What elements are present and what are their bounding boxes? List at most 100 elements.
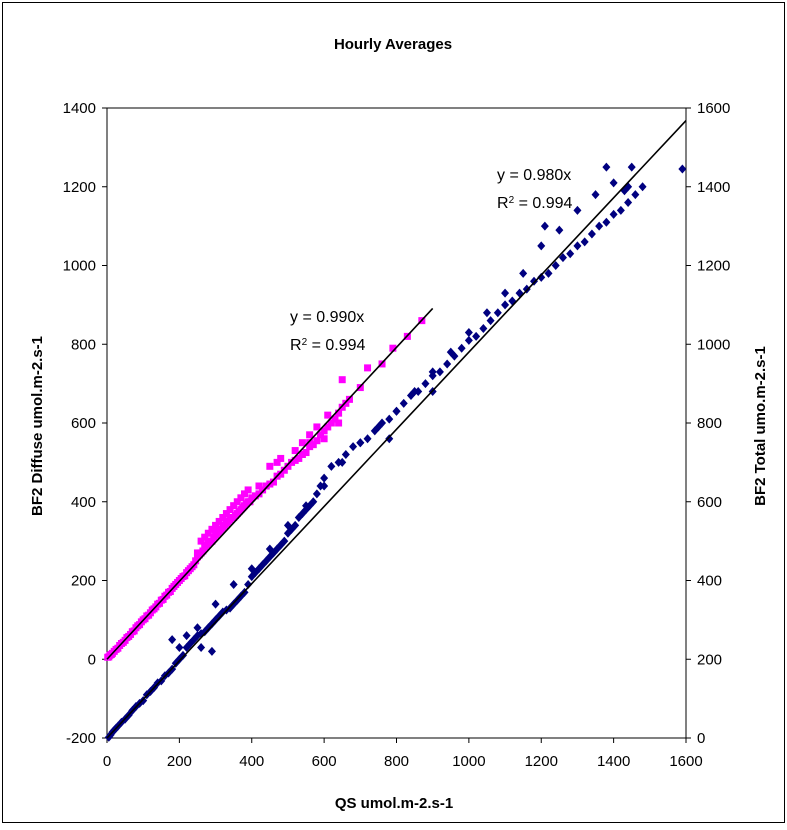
diffuse-data-point — [280, 466, 288, 474]
diffuse-data-point — [335, 419, 343, 427]
x-tick-label: 200 — [167, 753, 192, 770]
y-left-tick-label: 800 — [71, 336, 96, 353]
y-left-tick-label: 400 — [71, 494, 96, 511]
diffuse-data-point — [320, 435, 328, 443]
diffuse-data-point — [338, 376, 346, 384]
total-data-point — [280, 536, 289, 546]
total-data-point — [175, 642, 184, 652]
diffuse-data-point — [342, 399, 350, 407]
x-tick-label: 1600 — [669, 753, 702, 770]
total-data-point — [566, 249, 575, 259]
diffuse-data-point — [262, 482, 270, 490]
total-data-point — [341, 450, 350, 459]
diffuse-data-point — [246, 498, 254, 506]
total-data-point — [302, 501, 311, 511]
diffuse-data-point — [317, 431, 325, 439]
diffuse-data-point — [327, 419, 335, 427]
total-trendline — [106, 120, 687, 739]
x-tick-label: 1000 — [452, 753, 485, 770]
diffuse-data-point — [288, 458, 296, 466]
total-data-point — [435, 367, 444, 377]
diffuse-data-point — [273, 458, 281, 466]
y-right-tick-label: 200 — [697, 651, 722, 668]
total-data-point — [551, 261, 560, 270]
plot-layer: 0 200 400 600 800 1000 1200 1400 1600 -200 0 200 400… — [63, 100, 731, 770]
total-data-point — [616, 205, 625, 215]
total-data-point — [178, 650, 187, 660]
total-equation-label: y = 0.980x — [497, 167, 571, 184]
diffuse-data-point — [324, 411, 332, 419]
diffuse-data-point — [233, 498, 241, 506]
diffuse-data-point — [309, 441, 317, 449]
total-data-point — [320, 481, 329, 491]
y-axis-left-title: BF2 Diffuse umol.m-2.s-1 — [29, 336, 46, 516]
total-data-point — [678, 164, 687, 174]
diffuse-r2-label: R2 = 0.994 — [290, 337, 366, 355]
total-data-point — [283, 520, 292, 530]
y-left-tick-label: -200 — [66, 730, 96, 747]
total-data-point — [211, 599, 220, 609]
total-data-point — [482, 308, 491, 318]
total-data-point — [609, 209, 618, 219]
y-right-tick-label: 400 — [697, 573, 722, 590]
total-data-point — [638, 182, 647, 192]
diffuse-data-point — [248, 494, 256, 502]
y-right-tick-label: 1200 — [697, 258, 730, 275]
total-data-point — [472, 331, 481, 341]
total-data-point — [392, 406, 401, 416]
total-data-point — [544, 268, 553, 278]
diffuse-data-point — [291, 447, 299, 455]
y-left-tick-label: 1000 — [63, 258, 96, 275]
total-data-point — [356, 438, 365, 448]
diffuse-data-point — [204, 529, 212, 537]
diffuse-data-point — [324, 423, 332, 431]
total-data-point — [309, 497, 318, 507]
total-data-point — [457, 343, 466, 353]
total-data-point — [631, 190, 640, 200]
diffuse-data-point — [364, 364, 372, 372]
total-data-point — [602, 217, 611, 227]
chart-title: Hourly Averages — [334, 36, 452, 53]
diffuse-data-point — [222, 510, 230, 518]
total-data-point — [591, 190, 600, 200]
diffuse-data-point — [335, 409, 343, 417]
diffuse-data-point — [295, 454, 303, 462]
total-data-point — [464, 335, 473, 345]
y-axis-right-title: BF2 Total umo.m-2.s-1 — [752, 346, 769, 506]
total-data-point — [385, 434, 394, 444]
x-tick-label: 0 — [103, 753, 111, 770]
total-data-point — [537, 272, 546, 282]
diffuse-data-point — [219, 514, 227, 521]
y-right-tick-label: 0 — [697, 730, 705, 747]
diffuse-data-point — [313, 437, 321, 445]
diffuse-data-point — [237, 494, 245, 502]
total-data-point — [580, 237, 589, 247]
diffuse-data-point — [241, 490, 249, 498]
diffuse-data-point — [306, 443, 314, 451]
y-left-tick-label: 600 — [71, 415, 96, 432]
x-tick-label: 1400 — [597, 753, 630, 770]
diffuse-data-point — [193, 549, 201, 557]
diffuse-data-point — [215, 517, 223, 525]
diffuse-data-point — [302, 449, 310, 457]
total-data-point — [479, 324, 488, 333]
total-data-point — [244, 579, 253, 589]
total-data-point — [312, 489, 321, 499]
total-data-point — [168, 635, 177, 645]
diffuse-data-point — [338, 403, 346, 411]
x-tick-label: 600 — [312, 753, 337, 770]
diffuse-trendline — [106, 307, 434, 660]
total-data-point — [486, 316, 495, 326]
x-tick-label: 400 — [239, 753, 264, 770]
total-data-point — [537, 241, 546, 251]
total-data-point — [197, 642, 206, 652]
total-data-point — [385, 414, 394, 424]
total-data-point — [501, 288, 510, 298]
diffuse-data-point — [244, 486, 252, 494]
total-data-point — [338, 457, 347, 467]
diffuse-data-point — [266, 462, 274, 470]
y-right-tick-label: 1600 — [697, 100, 730, 117]
total-data-point — [558, 253, 567, 263]
